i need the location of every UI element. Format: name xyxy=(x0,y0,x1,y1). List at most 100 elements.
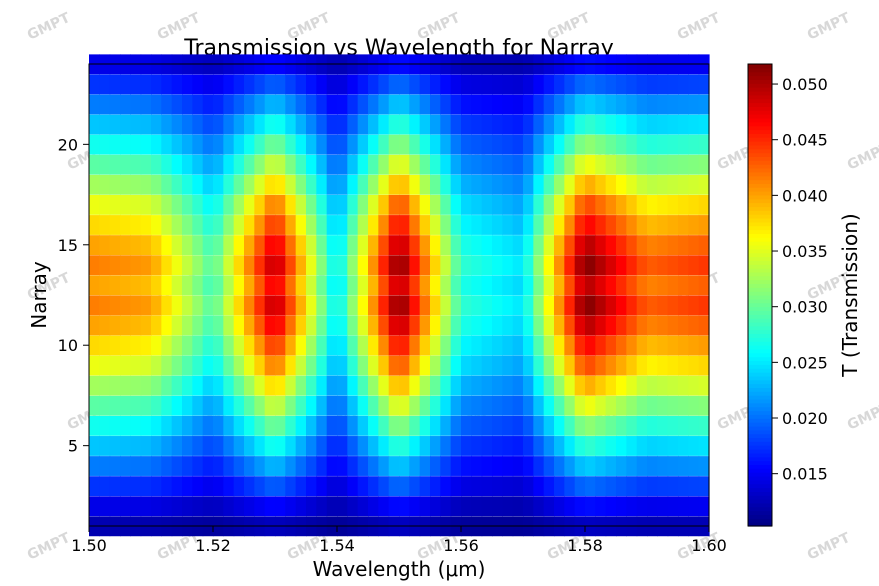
heatmap-cell xyxy=(636,194,648,215)
heatmap-cell xyxy=(99,235,111,256)
heatmap-cell xyxy=(492,496,503,517)
heatmap-cell xyxy=(357,436,369,456)
heatmap-cell xyxy=(481,235,493,256)
heatmap-cell xyxy=(182,74,193,95)
heatmap-cell xyxy=(430,174,441,195)
colorbar-segment xyxy=(748,325,772,331)
heatmap-cell xyxy=(512,194,524,215)
heatmap-cell xyxy=(512,456,524,476)
heatmap-cell xyxy=(574,436,586,456)
heatmap-cell xyxy=(89,174,100,195)
heatmap-cell xyxy=(512,134,524,155)
heatmap-cell xyxy=(295,315,307,336)
heatmap-cell xyxy=(192,375,204,396)
heatmap-cell xyxy=(264,114,276,135)
heatmap-cell xyxy=(264,194,276,215)
heatmap-cell xyxy=(461,335,472,356)
heatmap-cell xyxy=(430,375,441,396)
heatmap-cell xyxy=(99,215,111,235)
heatmap-cell xyxy=(533,74,545,95)
heatmap-cell xyxy=(306,315,317,336)
heatmap-cell xyxy=(275,255,286,276)
heatmap-cell xyxy=(523,134,534,155)
heatmap-cell xyxy=(254,235,266,256)
heatmap-cell xyxy=(99,496,111,517)
heatmap-cell xyxy=(347,315,359,336)
heatmap-cell xyxy=(554,436,565,456)
colorbar-segment xyxy=(748,183,772,188)
heatmap-cell xyxy=(409,375,421,396)
heatmap-cell xyxy=(502,375,514,396)
heatmap-cell xyxy=(182,456,193,476)
colorbar-segment xyxy=(748,518,772,523)
heatmap-cell xyxy=(244,375,255,396)
heatmap-cell xyxy=(120,315,131,336)
heatmap-cell xyxy=(667,275,679,296)
heatmap-cell xyxy=(161,315,173,336)
heatmap-cell xyxy=(667,215,679,235)
heatmap-cell xyxy=(605,94,617,115)
heatmap-cell xyxy=(275,134,286,155)
heatmap-cell xyxy=(523,154,534,175)
heatmap-cell xyxy=(357,74,369,95)
heatmap-cell xyxy=(213,496,224,517)
heatmap-cell xyxy=(378,114,390,135)
heatmap-cell xyxy=(616,476,627,497)
heatmap-cell xyxy=(647,355,658,376)
colorbar-segment xyxy=(748,229,772,234)
heatmap-cell xyxy=(89,154,100,175)
heatmap-cell xyxy=(450,255,462,276)
heatmap-cell xyxy=(347,275,359,296)
heatmap-cell xyxy=(512,335,524,356)
heatmap-cell xyxy=(450,375,462,396)
heatmap-cell xyxy=(481,355,493,376)
heatmap-cell xyxy=(657,74,669,95)
heatmap-cell xyxy=(554,476,565,497)
heatmap-cell xyxy=(419,375,431,396)
heatmap-cell xyxy=(337,436,348,456)
heatmap-cell xyxy=(595,395,607,416)
heatmap-cell xyxy=(295,94,307,115)
heatmap-cell xyxy=(574,456,586,476)
heatmap-cell xyxy=(388,315,400,336)
heatmap-cell xyxy=(295,134,307,155)
heatmap-cell xyxy=(543,255,555,276)
heatmap-cell xyxy=(399,235,410,256)
heatmap-cell xyxy=(378,215,390,235)
heatmap-cell xyxy=(109,134,121,155)
heatmap-cell xyxy=(120,94,131,115)
heatmap-cell xyxy=(254,476,266,497)
heatmap-cell xyxy=(605,315,617,336)
heatmap-cell xyxy=(233,174,245,195)
heatmap-cell xyxy=(213,355,224,376)
heatmap-cell xyxy=(295,355,307,376)
heatmap-cell xyxy=(399,335,410,356)
heatmap-cell xyxy=(357,255,369,276)
heatmap-cell xyxy=(698,215,710,235)
colorbar-segment xyxy=(748,464,772,469)
heatmap-cell xyxy=(502,496,514,517)
colorbar-segment xyxy=(748,129,772,134)
heatmap-cell xyxy=(585,174,596,195)
heatmap-cell xyxy=(647,114,658,135)
heatmap-cell xyxy=(254,275,266,296)
heatmap-cell xyxy=(213,215,224,235)
heatmap-cell xyxy=(347,496,359,517)
heatmap-cell xyxy=(543,415,555,436)
heatmap-cell xyxy=(388,235,400,256)
heatmap-cell xyxy=(171,255,183,276)
heatmap-cell xyxy=(605,395,617,416)
colorbar-segment xyxy=(748,214,772,219)
heatmap-cell xyxy=(585,295,596,316)
heatmap-cell xyxy=(399,295,410,316)
heatmap-cell xyxy=(223,355,235,376)
heatmap-cell xyxy=(657,375,669,396)
colorbar-segment xyxy=(748,248,772,254)
colorbar-segment xyxy=(748,164,772,169)
heatmap-cell xyxy=(295,295,307,316)
heatmap-cell xyxy=(667,295,679,316)
heatmap-cell xyxy=(667,194,679,215)
heatmap-cell xyxy=(140,395,152,416)
heatmap-cell xyxy=(471,174,483,195)
heatmap-cell xyxy=(264,295,276,316)
